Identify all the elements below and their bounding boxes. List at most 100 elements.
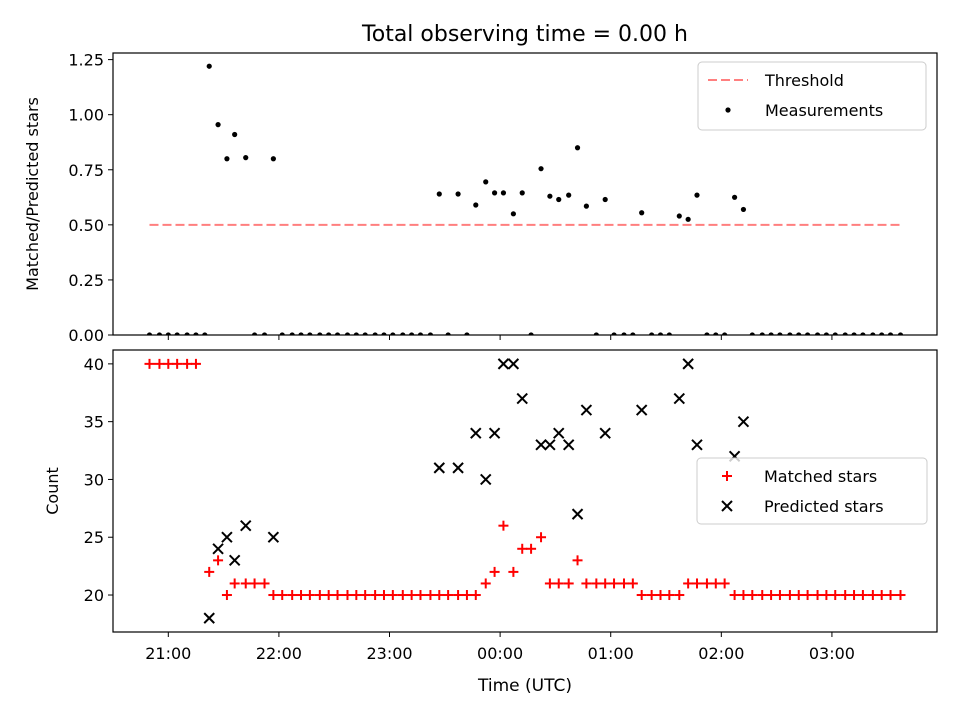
- predicted-star-point: [452, 462, 464, 474]
- matched-star-point: [618, 578, 629, 589]
- y-tick-label: 30: [84, 470, 104, 489]
- measurement-point: [842, 332, 848, 335]
- matched-star-point: [857, 590, 868, 601]
- legend-box: [696, 457, 928, 525]
- measurement-point: [870, 332, 876, 335]
- measurement-point: [768, 332, 774, 335]
- matched-star-point: [609, 578, 620, 589]
- measurement-point: [510, 211, 516, 217]
- measurement-point: [409, 332, 415, 335]
- y-tick-label: 40: [84, 355, 104, 374]
- legend-label: Matched stars: [764, 467, 877, 486]
- matched-star-point: [821, 590, 832, 601]
- measurement-point: [519, 190, 525, 196]
- measurement-point: [307, 332, 313, 335]
- measurement-point: [193, 332, 199, 335]
- matched-star-point: [387, 590, 398, 601]
- matched-star-point: [701, 578, 712, 589]
- legend-matched-swatch: [722, 471, 732, 481]
- measurement-point: [353, 332, 359, 335]
- measurement-point: [814, 332, 821, 335]
- predicted-star-point: [221, 531, 233, 543]
- matched-star-point: [738, 590, 749, 601]
- matched-star-point: [766, 590, 777, 601]
- matched-star-point: [268, 590, 279, 601]
- matched-star-point: [453, 590, 464, 601]
- matched-star-point: [627, 578, 638, 589]
- predicted-star-point: [228, 554, 241, 567]
- matched-star-point: [683, 578, 694, 589]
- matched-star-point: [867, 590, 878, 601]
- y-axis-label: Count: [43, 467, 62, 515]
- measurement-point: [243, 155, 249, 161]
- measurement-point: [649, 332, 655, 335]
- legend-predicted-swatch: [721, 500, 733, 512]
- matched-star-point: [600, 578, 611, 589]
- y-tick-label: 1.00: [68, 106, 104, 125]
- measurement-point: [860, 332, 866, 335]
- matched-star-point: [489, 566, 500, 577]
- series-layer: [146, 63, 904, 335]
- measurement-point: [206, 63, 212, 69]
- measurement-point: [566, 192, 572, 198]
- measurement-point: [251, 332, 258, 335]
- axes-frame: [112, 52, 938, 336]
- matched-star-point: [876, 590, 887, 601]
- matched-star-point: [784, 590, 795, 601]
- measurement-point: [796, 332, 802, 335]
- matched-star-point: [636, 590, 647, 601]
- matched-star-point: [332, 590, 343, 601]
- measurement-point: [538, 166, 544, 172]
- matched-star-point: [581, 578, 592, 589]
- measurement-point: [528, 332, 534, 335]
- measurement-point: [334, 332, 341, 335]
- y-tick-label: 0.75: [68, 161, 104, 180]
- predicted-star-point: [470, 427, 482, 439]
- matched-star-point: [563, 578, 574, 589]
- series-layer: [144, 358, 906, 624]
- matched-star-point: [646, 590, 657, 601]
- matched-star-point: [221, 590, 232, 601]
- measurement-point: [823, 332, 829, 335]
- matched-star-point: [536, 532, 547, 543]
- matched-star-point: [591, 578, 602, 589]
- measurement-point: [879, 332, 885, 335]
- legend: Matched stars Predicted stars: [696, 457, 928, 525]
- matched-star-point: [747, 590, 758, 601]
- x-tick-label: 03:00: [809, 644, 855, 663]
- matched-star-point: [544, 578, 555, 589]
- predicted-star-point: [553, 427, 565, 439]
- chart-title: Total observing time = 0.00 h: [361, 22, 688, 47]
- y-tick-label: 0.00: [68, 326, 104, 345]
- matched-star-point: [434, 590, 445, 601]
- predicted-star-point: [203, 612, 215, 624]
- predicted-star-point: [516, 392, 528, 405]
- measurement-point: [436, 191, 442, 197]
- matched-star-point: [553, 578, 564, 589]
- measurement-point: [749, 332, 755, 335]
- matched-star-point: [397, 590, 408, 601]
- matched-star-point: [729, 590, 740, 601]
- predicted-star-point: [497, 358, 510, 370]
- legend: Threshold Measurements: [697, 61, 927, 131]
- count-panel: 20 25 30 35 40 21:00 22:00 23:00 00:00 01:00 02:00…: [43, 349, 938, 663]
- matched-star-point: [378, 590, 389, 601]
- measurement-point: [427, 332, 434, 335]
- x-tick-label: 00:00: [477, 644, 523, 663]
- matched-star-point: [296, 590, 307, 601]
- matched-star-point: [443, 590, 454, 601]
- matched-star-point: [172, 358, 183, 369]
- measurement-point: [666, 332, 672, 335]
- measurement-point: [289, 332, 295, 335]
- matched-star-point: [182, 358, 193, 369]
- matched-star-point: [664, 590, 675, 601]
- measurement-point: [694, 192, 700, 198]
- measurement-point: [593, 332, 599, 335]
- measurement-point: [202, 332, 208, 335]
- measurement-point: [804, 332, 811, 335]
- matched-star-point: [204, 566, 215, 577]
- y-tick-label: 20: [84, 586, 104, 605]
- measurement-point: [676, 213, 682, 219]
- predicted-star-point: [535, 439, 547, 451]
- matched-star-point: [342, 590, 353, 601]
